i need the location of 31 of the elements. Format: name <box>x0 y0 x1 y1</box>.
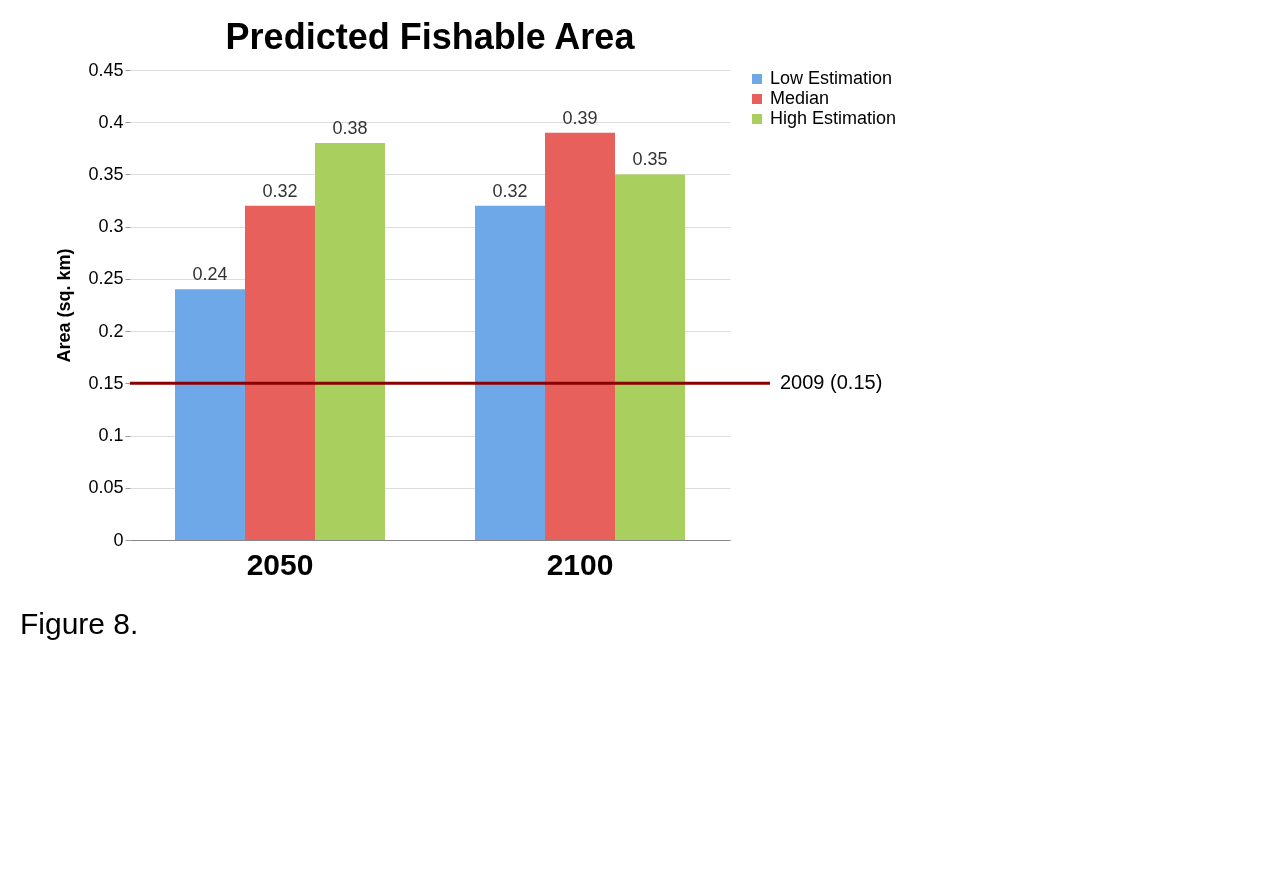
x-tick-label: 2050 <box>246 547 314 581</box>
y-axis-title: Area (sq. km) <box>54 248 75 363</box>
bar <box>175 289 245 540</box>
caption: Figure 8. <box>20 607 139 640</box>
bar <box>615 174 685 540</box>
data-label: 0.32 <box>262 180 298 201</box>
y-tick-label: 0.05 <box>88 477 124 498</box>
y-tick-label: 0.2 <box>98 320 124 341</box>
ref-line-label: 2009 (0.15) <box>780 371 883 394</box>
legend-label: High Estimation <box>770 108 897 128</box>
data-label: 0.35 <box>632 149 668 170</box>
y-tick-label: 0.4 <box>98 111 124 132</box>
bar <box>545 132 615 540</box>
data-label: 0.32 <box>492 180 528 201</box>
chart-title: Predicted Fishable Area <box>225 16 636 57</box>
bar <box>245 205 315 540</box>
data-label: 0.24 <box>192 264 228 285</box>
y-tick-label: 0.15 <box>88 372 124 393</box>
data-label: 0.39 <box>562 107 598 128</box>
y-tick-label: 0.45 <box>88 59 124 80</box>
bar <box>315 143 385 540</box>
legend-label: Low Estimation <box>770 68 893 88</box>
data-label: 0.38 <box>332 118 368 139</box>
legend-label: Median <box>770 88 830 108</box>
y-tick-label: 0 <box>113 529 124 550</box>
y-tick-label: 0.1 <box>98 425 124 446</box>
y-tick-label: 0.25 <box>88 268 124 289</box>
y-tick-label: 0.35 <box>88 163 124 184</box>
bar <box>475 205 545 540</box>
y-tick-label: 0.3 <box>98 216 124 237</box>
x-tick-label: 2100 <box>546 547 614 581</box>
